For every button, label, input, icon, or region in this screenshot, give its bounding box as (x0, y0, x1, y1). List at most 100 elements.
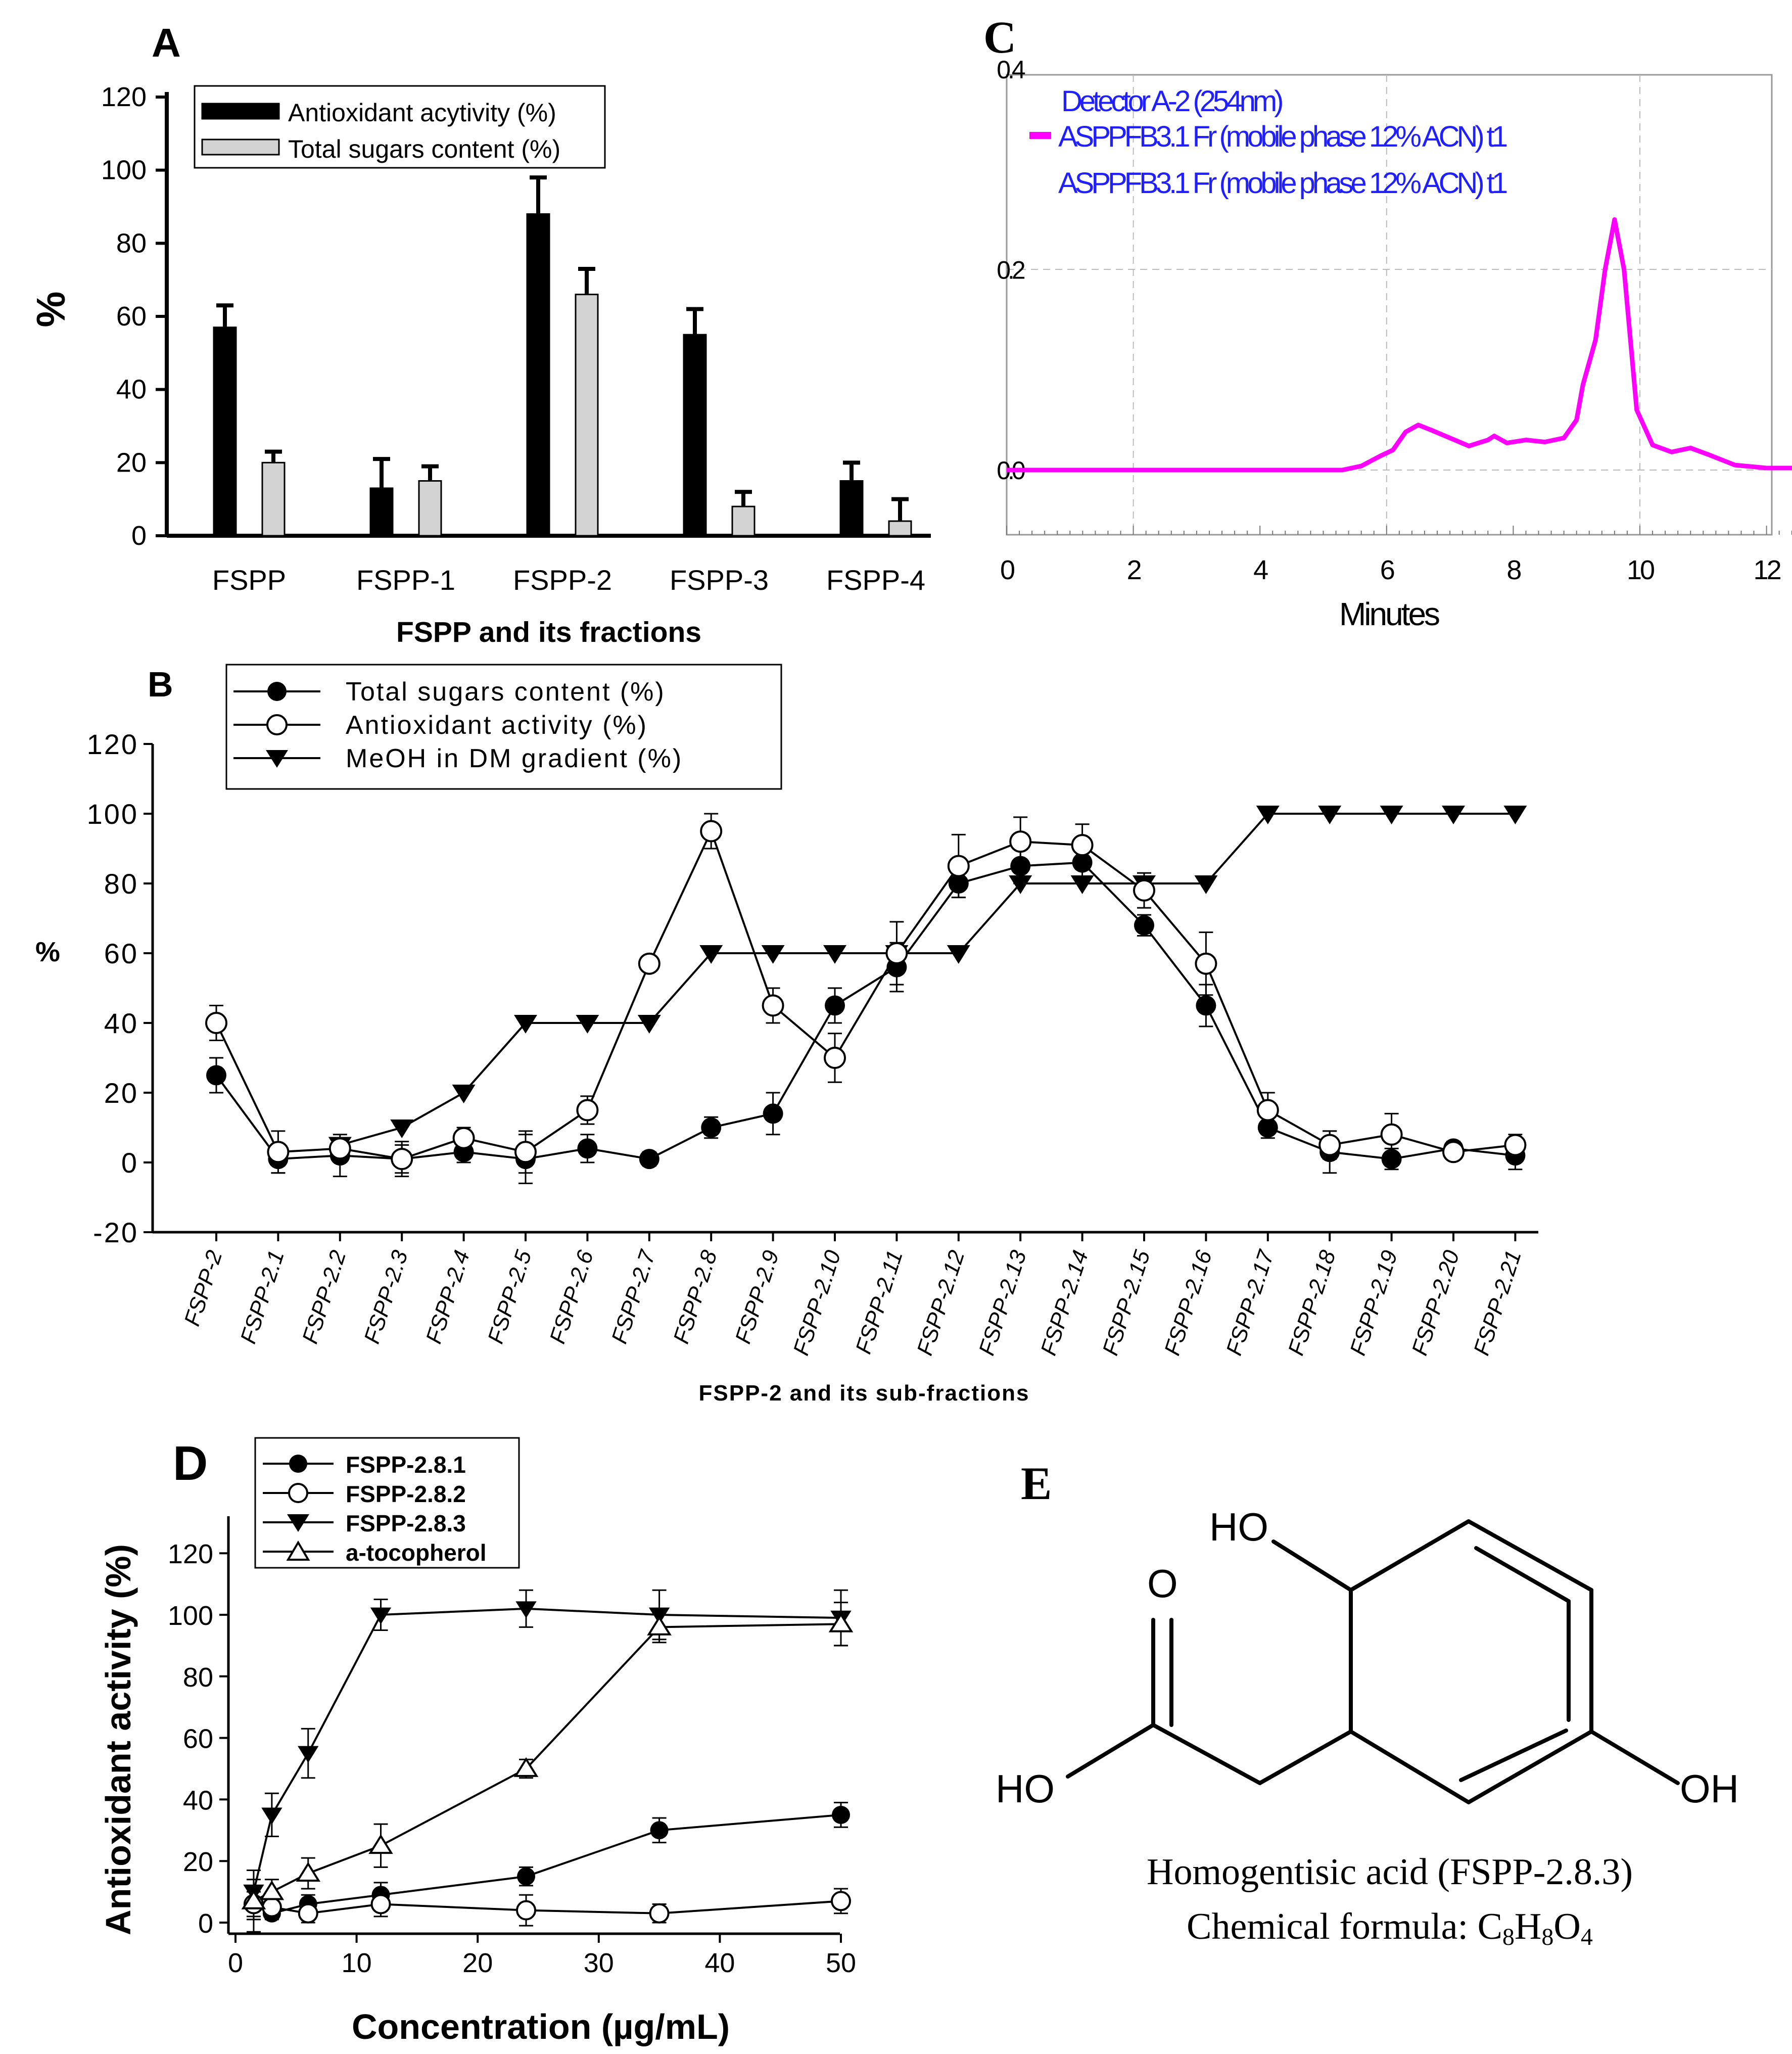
formula-element: O (1553, 1906, 1580, 1947)
panel-d-y-tick-label: 40 (183, 1785, 213, 1815)
panel-d-x-tick-label: 50 (826, 1948, 856, 1978)
panel-d-marker-s3 (513, 1757, 539, 1777)
panel-b-x-tick-label: FSPP-2.5 (483, 1247, 537, 1346)
panel-b-marker-s0 (1134, 915, 1154, 936)
panel-b-x-tick-label: FSPP-2.1 (235, 1247, 289, 1347)
panel-d-marker-s3 (828, 1612, 854, 1632)
panel-b-x-tick-label: FSPP-2.13 (974, 1247, 1031, 1358)
legend-marker-meoh (266, 750, 288, 768)
panel-d-y-tick-label: 60 (183, 1724, 213, 1754)
panel-b-marker-s0 (948, 873, 969, 894)
panel-b-x-tick-label: FSPP-2.11 (851, 1247, 908, 1357)
panel-b-marker-s2 (514, 1015, 537, 1034)
panel-a-bar-antioxidant (526, 213, 550, 537)
panel-b-marker-s0 (1196, 995, 1216, 1016)
panel-b-x-tick-label: FSPP-2.17 (1221, 1247, 1279, 1359)
panel-c-y-tick-label: 0.4 (997, 56, 1025, 84)
legend-label-antioxidant-b: Antioxidant activity (%) (346, 711, 648, 740)
panel-b-series-line-1 (215, 828, 1516, 1160)
panel-d-y-tick-label: 100 (168, 1601, 213, 1631)
legend-label-a-tocopherol: a-tocopherol (346, 1539, 487, 1566)
panel-b-marker-s1 (391, 1148, 413, 1171)
panel-b-letter: B (148, 665, 173, 704)
panel-b-marker-s0 (1072, 852, 1093, 873)
legend-marker-fspp-2-8-2 (288, 1483, 308, 1503)
panel-b-marker-s2 (637, 1015, 661, 1034)
panel-d-legend: FSPP-2.8.1 FSPP-2.8.2 FSPP-2.8.3 a-tocop… (254, 1437, 520, 1569)
panel-b-marker-s1 (947, 855, 970, 877)
panel-b-marker-s1 (328, 1137, 351, 1160)
panel-b-marker-s1 (1195, 952, 1217, 975)
panel-a-bar-sugars (888, 520, 912, 537)
panel-b-marker-s1 (762, 994, 784, 1017)
atom-o-carbonyl: O (1147, 1561, 1178, 1606)
structure-caption: Homogentisic acid (FSPP-2.8.3) (1147, 1851, 1633, 1893)
panel-a-bar-sugars (731, 505, 756, 537)
panel-c-x-tick-label: 0 (1000, 555, 1014, 585)
panel-d-marker-s1 (298, 1903, 318, 1924)
panel-b-y-tick-label: 120 (87, 728, 138, 760)
panel-b-marker-s0 (1381, 1149, 1402, 1170)
panel-a-bar-antioxidant (213, 326, 237, 537)
panel-b-marker-s2 (1318, 806, 1342, 824)
panel-a-y-label: % (28, 291, 73, 327)
panel-b-x-tick-label: FSPP-2.3 (359, 1247, 413, 1346)
legend-series-text-2: ASPPFB3.1 Fr (mobile phase 12% ACN) t1 (1058, 167, 1507, 200)
panel-b-marker-s1 (885, 942, 908, 964)
panel-a-bar-sugars (418, 480, 442, 537)
panel-b-marker-s1 (576, 1099, 599, 1122)
panel-a-y-tick-label: 60 (116, 301, 147, 332)
panel-b-marker-s2 (1009, 875, 1032, 894)
panel-b-x-tick-label: FSPP-2.10 (788, 1247, 845, 1358)
panel-b-marker-s2 (699, 945, 723, 964)
homogentisic-acid-structure (1066, 1519, 1680, 1804)
panel-b-marker-s0 (825, 995, 845, 1016)
panel-a-letter: A (152, 20, 181, 65)
panel-c-x-tick-label: 10 (1627, 555, 1654, 585)
panel-b-y-tick-label: 60 (104, 938, 138, 969)
panel-d-x-tick-label: 30 (584, 1948, 614, 1978)
panel-a-x-tick-label: FSPP-4 (826, 564, 925, 596)
panel-b-marker-s2 (390, 1119, 414, 1138)
panel-b-marker-s2 (1503, 806, 1527, 824)
panel-c-plot-frame (1006, 74, 1773, 536)
panel-c-x-tick-label: 6 (1380, 555, 1394, 585)
panel-d-marker-s3 (241, 1889, 266, 1909)
panel-b-marker-s1 (1380, 1123, 1403, 1146)
panel-a-legend: Antioxidant acytivity (%) Total sugars c… (194, 85, 606, 169)
panel-a-x-label: FSPP and its fractions (396, 616, 701, 648)
panel-b-marker-s2 (823, 945, 846, 964)
panel-d-y-label: Antioxidant activity (%) (99, 1544, 138, 1935)
panel-b-marker-s1 (1256, 1099, 1279, 1122)
panel-d-marker-s2 (298, 1746, 319, 1763)
panel-a-y-tick-label: 100 (101, 155, 147, 185)
panel-d-marker-s3 (647, 1615, 672, 1636)
panel-b-series-line-0 (215, 861, 1516, 1160)
panel-b-y-tick-label: 20 (104, 1077, 138, 1109)
legend-label-fspp-2-8-2: FSPP-2.8.2 (346, 1481, 466, 1507)
panel-a-y-tick-label: 0 (131, 521, 147, 551)
legend-label-fspp-2-8-3: FSPP-2.8.3 (346, 1510, 466, 1536)
panel-d-marker-s0 (832, 1805, 850, 1824)
panel-b-x-tick-label: FSPP-2.7 (607, 1247, 661, 1347)
panel-b-marker-s0 (763, 1103, 783, 1124)
panel-b-marker-s1 (1318, 1134, 1341, 1156)
atom-oh-right: OH (1680, 1766, 1739, 1811)
formula-subscript: 8 (1541, 1924, 1553, 1950)
panel-d-marker-s0 (517, 1867, 536, 1886)
panel-c-legend: Detector A-2 (254nm) ASPPFB3.1 Fr (mobil… (1029, 85, 1510, 200)
panel-b-x-tick-label: FSPP-2.12 (912, 1247, 969, 1359)
legend-label-fspp-2-8-1: FSPP-2.8.1 (346, 1452, 466, 1478)
panel-b-marker-s2 (576, 1015, 599, 1034)
panel-b-marker-s1 (1442, 1141, 1465, 1163)
panel-b-x-tick-label: FSPP-2 (179, 1247, 227, 1329)
legend-marker-antioxidant (266, 714, 288, 735)
panel-d-series-line-1 (253, 1900, 841, 1915)
formula-prefix: Chemical formula: (1187, 1906, 1477, 1947)
panel-d-marker-s1 (261, 1897, 282, 1918)
panel-a-x-tick-label: FSPP-3 (670, 564, 769, 596)
legend-label-sugars-b: Total sugars content (%) (346, 677, 666, 707)
panel-b-marker-s2 (1442, 806, 1465, 824)
panel-d-x-tick-label: 10 (342, 1948, 372, 1978)
panel-b-y-tick-label: -20 (93, 1217, 138, 1248)
